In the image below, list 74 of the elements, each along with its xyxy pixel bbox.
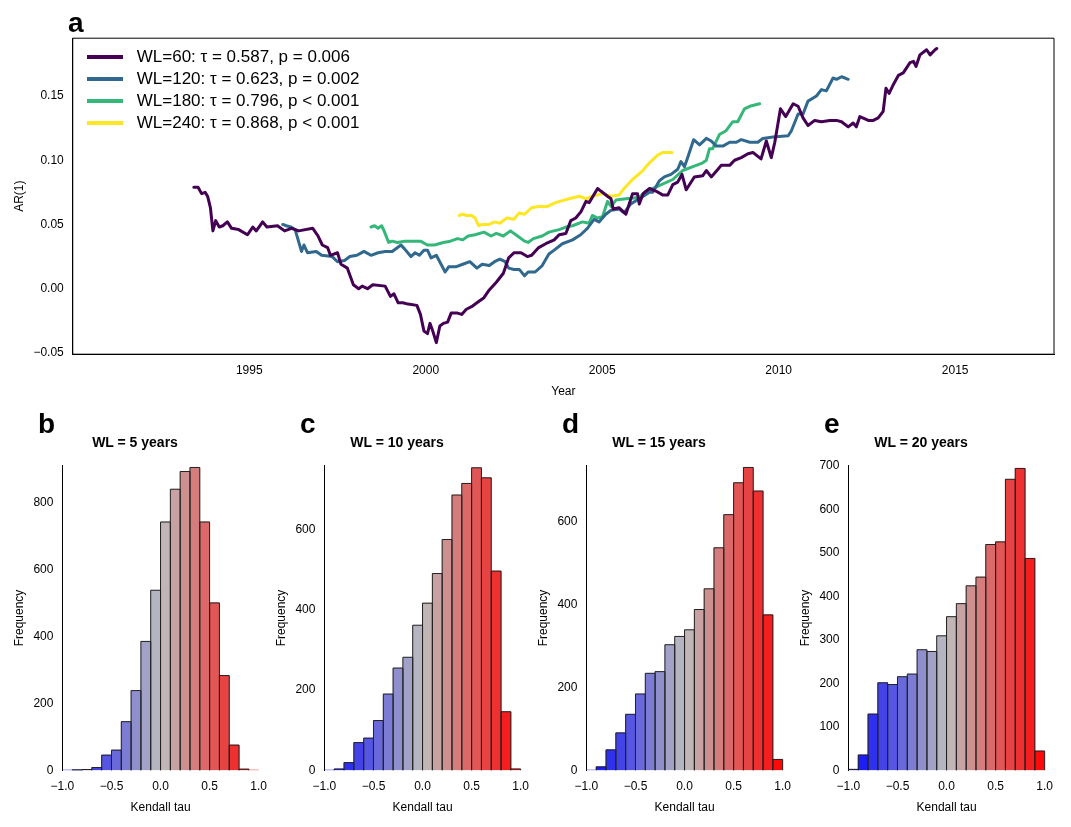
x-tick-label: −0.5 [885, 778, 910, 793]
y-tick-label: 800 [33, 494, 54, 509]
x-tick-label: 1.0 [512, 778, 530, 793]
x-tick-label: 2015 [941, 362, 969, 377]
y-tick-label: 200 [295, 682, 316, 697]
x-tick-label: 1.0 [250, 778, 268, 793]
x-tick-label: 0.5 [463, 778, 481, 793]
x-tick-label: 1995 [235, 362, 263, 377]
y-tick-label: 0.05 [40, 216, 65, 231]
y-tick-label: 0 [570, 762, 578, 777]
y-tick-label: 400 [819, 588, 840, 603]
y-tick-label: 600 [819, 501, 840, 516]
y-tick-label: 600 [33, 561, 54, 576]
x-tick-label: 0.5 [725, 778, 743, 793]
y-tick-label: 0 [308, 762, 316, 777]
annotation: a [68, 7, 84, 38]
x-tick-label: −0.5 [623, 778, 648, 793]
y-axis-title: Frequency [797, 589, 812, 647]
x-tick-label: 2005 [588, 362, 616, 377]
y-tick-label: 0.15 [40, 88, 65, 103]
x-tick-label: 0.5 [987, 778, 1005, 793]
y-axis-title: Frequency [273, 589, 288, 647]
chart-title: WL = 10 years [350, 434, 444, 451]
y-tick-label: 400 [33, 628, 54, 643]
x-tick-label: −1.0 [836, 778, 861, 793]
x-tick-label: −0.5 [361, 778, 386, 793]
legend-label: WL=60: τ = 0.587, p = 0.006 [136, 46, 350, 69]
legend-label: WL=180: τ = 0.796, p < 0.001 [136, 90, 360, 113]
x-tick-label: −1.0 [312, 778, 337, 793]
y-tick-label: 0 [46, 762, 54, 777]
x-axis-title: Kendall tau [392, 800, 453, 815]
y-axis-title: Frequency [535, 589, 550, 647]
y-tick-label: 700 [819, 458, 840, 473]
x-axis-title: Kendall tau [654, 800, 715, 815]
y-tick-label: 400 [557, 596, 578, 611]
x-tick-label: 0.0 [152, 778, 170, 793]
y-tick-label: 200 [33, 695, 54, 710]
y-axis-title: Frequency [11, 589, 26, 647]
chart-title: WL = 15 years [612, 434, 706, 451]
text: b [38, 408, 56, 439]
x-tick-label: 2000 [412, 362, 440, 377]
y-tick-label: 0 [832, 762, 840, 777]
text: c [300, 408, 316, 439]
y-tick-label: 300 [819, 632, 840, 647]
chart-title: WL = 20 years [874, 434, 968, 451]
y-tick-label: 0.00 [40, 281, 65, 295]
legend-label: WL=240: τ = 0.868, p < 0.001 [136, 112, 360, 135]
x-tick-label: 2010 [765, 362, 793, 377]
chart-title: WL = 5 years [92, 434, 179, 451]
x-tick-label: 0.0 [676, 778, 694, 793]
y-tick-label: 600 [557, 514, 578, 529]
x-tick-label: −1.0 [50, 778, 75, 793]
y-tick-label: 600 [295, 522, 316, 537]
y-axis-title: AR(1) [11, 180, 26, 212]
y-tick-label: 200 [819, 675, 840, 690]
x-tick-label: 0.5 [201, 778, 219, 793]
y-tick-label: −0.05 [33, 345, 65, 360]
text: e [824, 408, 840, 439]
y-tick-label: 400 [295, 602, 316, 617]
x-axis-title: Kendall tau [130, 800, 191, 815]
x-tick-label: −0.5 [99, 778, 124, 793]
x-tick-label: 0.0 [938, 778, 956, 793]
x-tick-label: 1.0 [1036, 778, 1054, 793]
text: d [562, 408, 580, 439]
y-tick-label: 100 [819, 719, 840, 734]
y-tick-label: 500 [819, 545, 840, 560]
x-axis-title: Year [551, 384, 576, 399]
y-tick-label: 200 [557, 679, 578, 694]
y-tick-label: 0.10 [40, 152, 65, 167]
x-tick-label: 1.0 [774, 778, 792, 793]
x-tick-label: 0.0 [414, 778, 432, 793]
x-axis-title: Kendall tau [916, 800, 977, 815]
x-tick-label: −1.0 [574, 778, 599, 793]
legend-label: WL=120: τ = 0.623, p = 0.002 [136, 68, 360, 91]
